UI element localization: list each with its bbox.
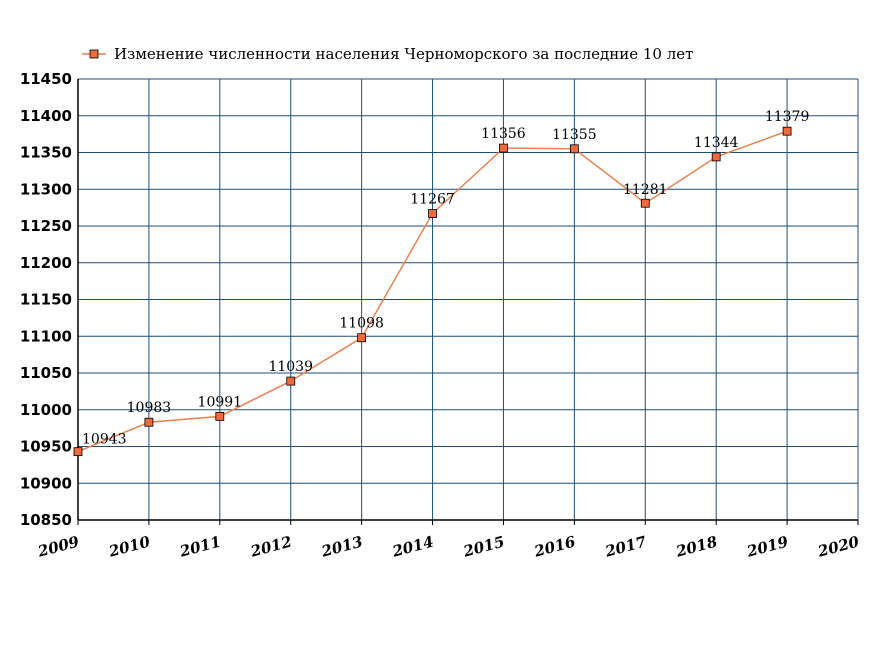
y-tick-label: 11100 — [20, 327, 72, 345]
data-point-marker — [357, 333, 367, 343]
chart-legend: Изменение численности населения Черномор… — [82, 45, 693, 63]
y-tick-label: 11000 — [20, 401, 72, 419]
chart-grid — [78, 78, 859, 520]
x-tick-label: 2020 — [815, 532, 861, 561]
x-tick-label: 2010 — [106, 532, 152, 561]
legend-marker-swatch — [89, 49, 99, 59]
chart-series — [73, 126, 792, 457]
x-tick-label: 2019 — [744, 532, 790, 561]
data-value-label: 10991 — [198, 394, 243, 410]
y-tick-label: 11050 — [20, 364, 72, 382]
data-point-marker — [711, 152, 721, 162]
x-tick-label: 2017 — [602, 532, 648, 561]
y-tick-label: 10950 — [20, 438, 72, 456]
data-point-marker — [73, 447, 83, 457]
data-point-marker — [144, 417, 154, 427]
chart-axes — [77, 79, 859, 525]
x-tick-label: 2016 — [531, 532, 577, 561]
y-tick-label: 11350 — [20, 144, 72, 162]
legend-label: Изменение численности населения Черномор… — [114, 45, 693, 63]
y-tick-label: 11450 — [20, 70, 72, 88]
data-point-marker — [782, 126, 792, 136]
x-tick-label: 2013 — [319, 532, 365, 560]
data-value-label: 11267 — [410, 192, 455, 208]
x-axis-ticks: 2009 2010 2011 2012 2013 2014 2015 2016 2017 2018… — [35, 532, 861, 561]
y-axis-ticks: 10850 10900 10950 11000 11050 11100 11150 11200… — [20, 70, 72, 529]
y-tick-label: 11300 — [20, 180, 72, 198]
y-tick-label: 10850 — [20, 511, 72, 529]
data-point-marker — [428, 209, 437, 218]
x-tick-label: 2009 — [35, 532, 81, 561]
y-tick-label: 11250 — [20, 217, 72, 235]
data-value-label: 11344 — [694, 135, 739, 151]
data-value-label: 10983 — [127, 400, 172, 416]
data-point-marker — [499, 143, 508, 153]
data-value-label: 11356 — [481, 126, 526, 142]
data-value-label: 11281 — [623, 182, 668, 198]
y-tick-label: 11200 — [20, 254, 72, 272]
x-tick-label: 2014 — [390, 532, 436, 560]
data-point-marker — [569, 144, 579, 154]
data-point-marker — [215, 411, 225, 421]
data-point-marker — [640, 198, 650, 208]
data-value-label: 11039 — [268, 359, 313, 375]
data-value-label: 11355 — [552, 127, 597, 143]
data-point-marker — [286, 376, 296, 386]
data-value-label: 11098 — [339, 316, 384, 332]
x-tick-label: 2011 — [177, 532, 223, 560]
data-value-label: 11379 — [765, 109, 810, 125]
x-tick-label: 2012 — [248, 532, 294, 560]
x-tick-label: 2018 — [673, 532, 719, 561]
y-tick-label: 10900 — [20, 474, 72, 492]
y-tick-label: 11150 — [20, 291, 72, 309]
x-tick-label: 2015 — [461, 532, 507, 560]
data-value-label: 10943 — [82, 432, 127, 448]
y-tick-label: 11400 — [20, 107, 72, 125]
